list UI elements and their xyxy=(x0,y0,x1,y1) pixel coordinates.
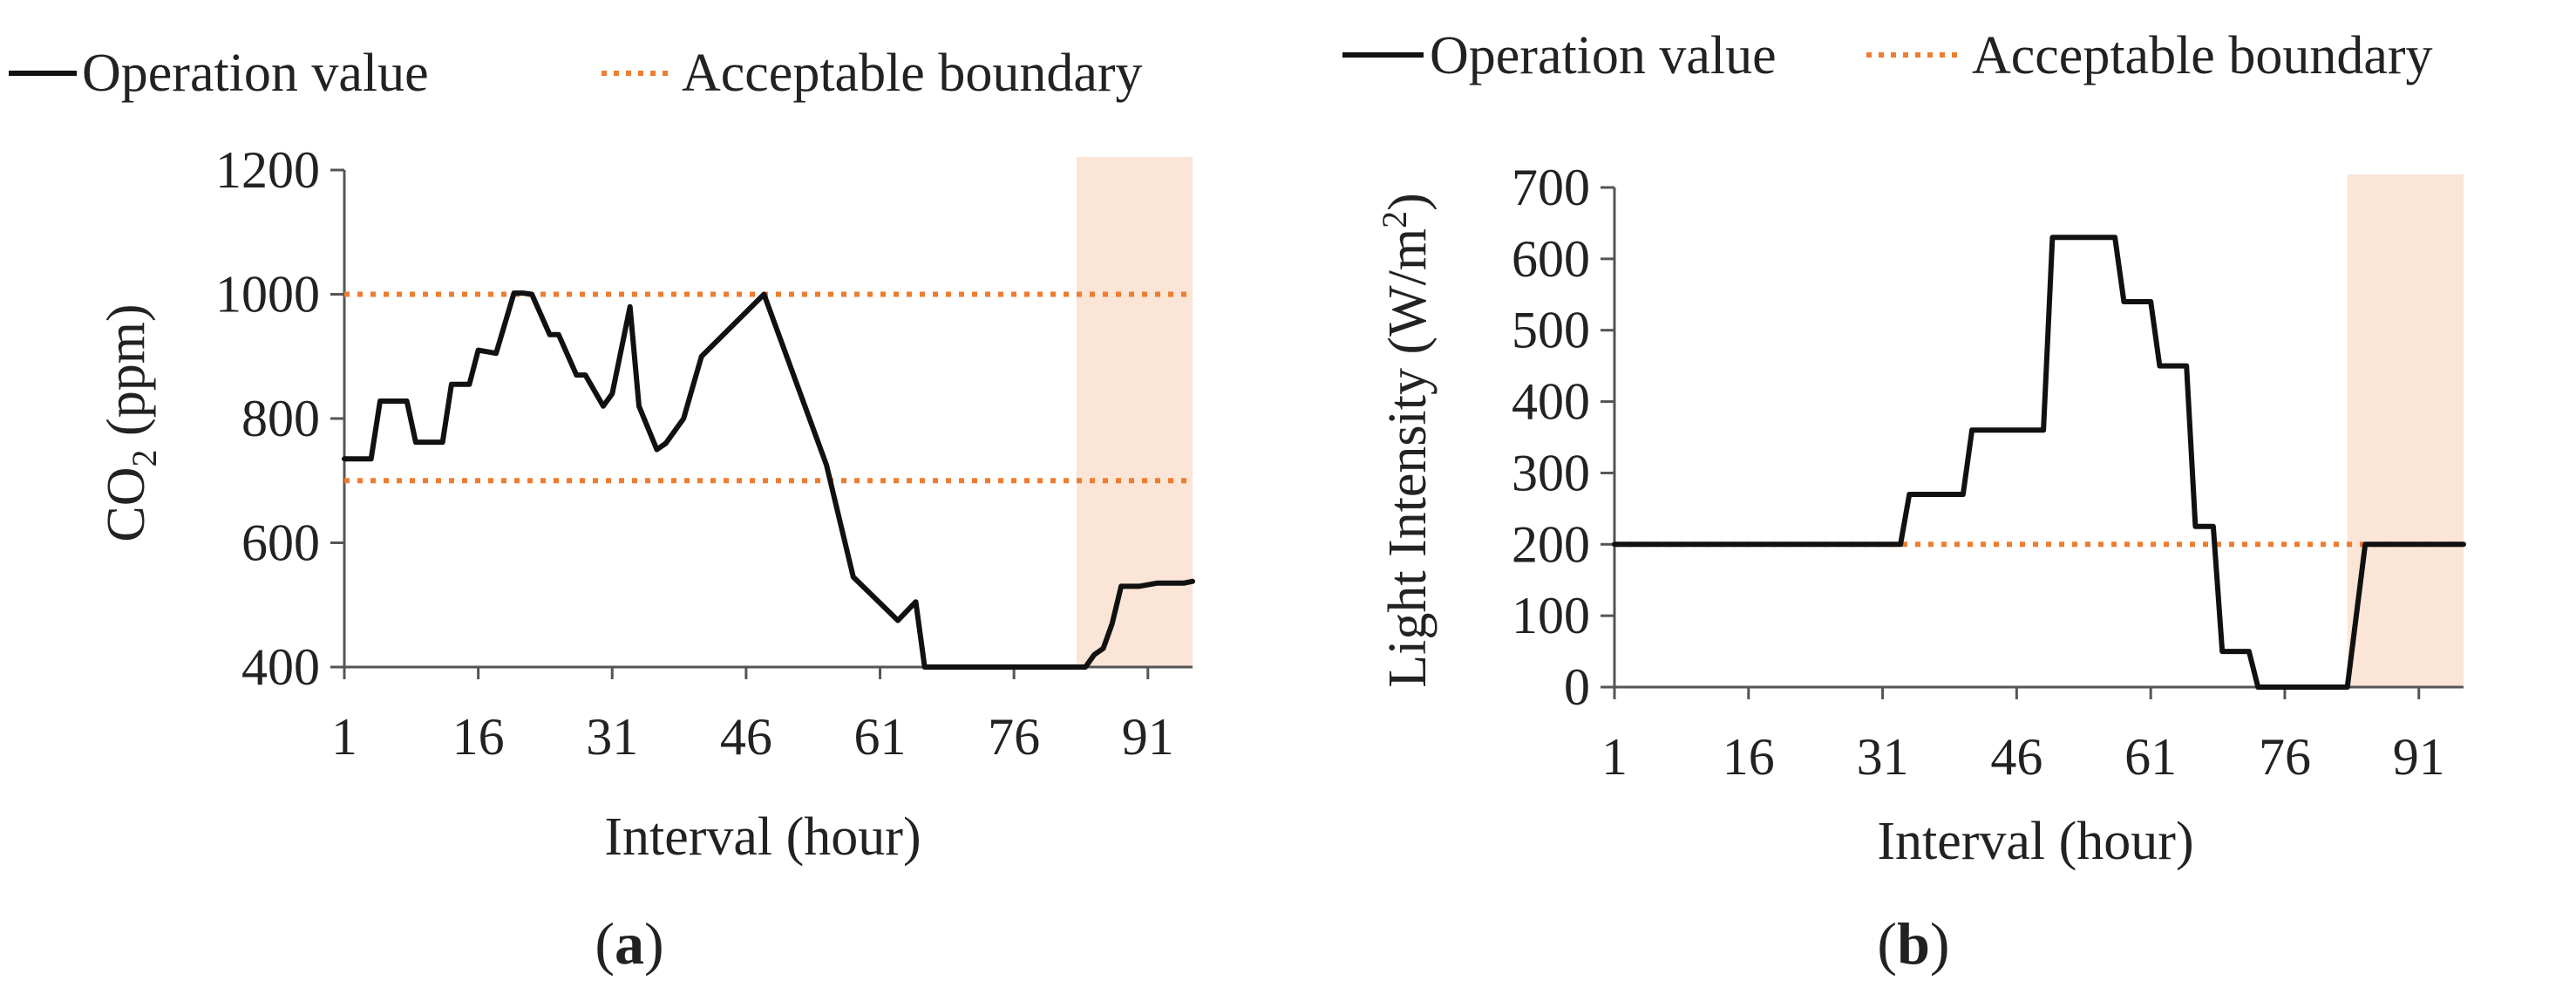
x-axis-a: 1 16 31 46 61 76 91 xyxy=(331,665,1193,766)
operation-value-line-b xyxy=(1612,235,2466,690)
y-axis-title-a-rest: (ppm) xyxy=(97,303,156,449)
y-tick-label-a: 1200 xyxy=(215,141,320,199)
x-axis-title-b: Interval (hour) xyxy=(1877,812,2193,871)
operation-value-line-a xyxy=(342,290,1195,670)
chart-panel-a: Operation value Acceptable boundary 400 6… xyxy=(9,44,1195,977)
panel-label-a: (a) xyxy=(595,910,663,977)
x-tick-label-a: 1 xyxy=(331,708,357,766)
legend-boundary-label-b: Acceptable boundary xyxy=(1972,26,2432,85)
y-axis-title-b-sup: 2 xyxy=(1375,211,1414,228)
panel-label-a-open: ( xyxy=(595,910,615,977)
shaded-rect-b xyxy=(2347,174,2464,687)
x-tick-label-b: 1 xyxy=(1601,728,1628,786)
panel-label-a-close: ) xyxy=(644,910,664,977)
panel-label-b-letter: b xyxy=(1897,910,1930,977)
y-axis-a: 400 600 800 1000 1200 xyxy=(215,141,346,696)
shaded-rect-a xyxy=(1076,157,1193,667)
y-axis-title-b-main: Light Intensity (W/m xyxy=(1378,228,1438,688)
x-tick-label-b: 76 xyxy=(2259,728,2311,786)
x-tick-label-a: 16 xyxy=(452,708,505,766)
y-axis-title-a-sub: 2 xyxy=(125,449,164,466)
panel-label-b: (b) xyxy=(1877,910,1949,977)
y-tick-label-b: 200 xyxy=(1512,515,1590,573)
y-axis-title-b-rest: ) xyxy=(1378,193,1438,211)
y-tick-label-a: 400 xyxy=(241,638,320,696)
y-axis-title-a-main: CO xyxy=(97,466,156,541)
panel-label-b-close: ) xyxy=(1930,910,1950,977)
y-axis-title-b: Light Intensity (W/m2) xyxy=(1375,193,1438,688)
shaded-region-a xyxy=(1076,157,1193,667)
y-tick-label-a: 600 xyxy=(241,514,320,572)
shaded-region-b xyxy=(2347,174,2464,687)
legend-operation-label-b: Operation value xyxy=(1430,26,1777,85)
y-tick-label-b: 400 xyxy=(1512,373,1590,431)
chart-panel-b: Operation value Acceptable boundary 0 100… xyxy=(1342,26,2466,977)
y-tick-label-b: 300 xyxy=(1512,444,1590,501)
panel-label-b-open: ( xyxy=(1877,910,1897,977)
y-tick-label-b: 500 xyxy=(1512,302,1590,359)
x-axis-b: 1 16 31 46 61 76 91 xyxy=(1601,685,2464,786)
legend-a: Operation value Acceptable boundary xyxy=(9,44,1142,103)
x-axis-title-a: Interval (hour) xyxy=(604,807,921,867)
y-tick-label-a: 1000 xyxy=(215,266,320,323)
y-tick-label-b: 600 xyxy=(1512,230,1590,288)
y-tick-label-a: 800 xyxy=(241,390,320,447)
x-tick-label-b: 91 xyxy=(2393,728,2445,786)
x-tick-label-b: 16 xyxy=(1723,728,1775,786)
series-lines-a xyxy=(342,290,1195,670)
panel-label-a-letter: a xyxy=(615,910,644,977)
x-tick-label-a: 31 xyxy=(586,708,638,766)
x-tick-label-a: 46 xyxy=(720,708,772,766)
y-axis-b: 0 100 200 300 400 500 600 700 xyxy=(1512,159,1616,716)
boundary-lines-a xyxy=(344,291,1193,484)
y-tick-label-b: 700 xyxy=(1512,159,1590,216)
x-tick-label-a: 76 xyxy=(988,708,1040,766)
y-tick-label-b: 0 xyxy=(1564,658,1590,716)
legend-operation-label-a: Operation value xyxy=(82,44,429,103)
legend-b: Operation value Acceptable boundary xyxy=(1342,26,2432,85)
x-tick-label-b: 46 xyxy=(1990,728,2042,786)
x-tick-label-a: 91 xyxy=(1122,708,1174,766)
y-axis-title-a: CO2 (ppm) xyxy=(97,303,164,541)
x-tick-label-a: 61 xyxy=(854,708,907,766)
series-lines-b xyxy=(1612,235,2466,690)
x-tick-label-b: 31 xyxy=(1857,728,1909,786)
x-tick-label-b: 61 xyxy=(2124,728,2177,786)
legend-boundary-label-a: Acceptable boundary xyxy=(682,44,1142,103)
y-tick-label-b: 100 xyxy=(1512,587,1590,644)
